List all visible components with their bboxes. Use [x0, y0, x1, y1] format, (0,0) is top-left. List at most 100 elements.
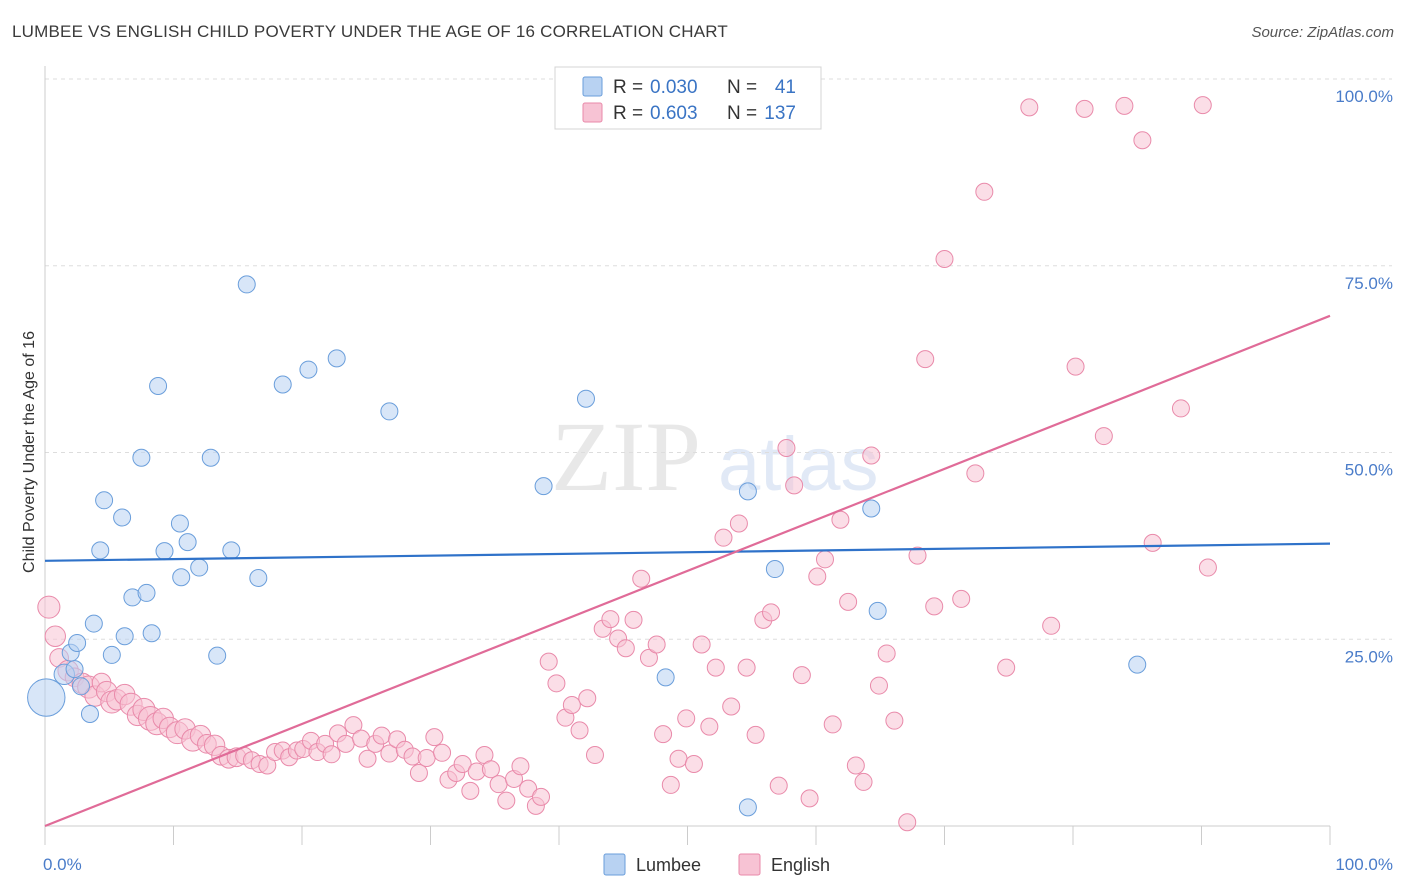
- lumbee-point: [237, 275, 256, 294]
- english-point: [336, 734, 355, 753]
- legend-n-value-english: 137: [764, 103, 796, 124]
- english-point: [997, 658, 1016, 677]
- legend-r-label-lumbee: R =: [613, 77, 643, 98]
- english-point: [769, 776, 788, 795]
- english-point: [777, 439, 796, 458]
- lumbee-point: [65, 660, 84, 679]
- english-point: [1066, 357, 1085, 376]
- lumbee-point: [534, 477, 553, 496]
- english-point: [433, 743, 452, 762]
- trendline-english: [44, 314, 1331, 828]
- legend-r-value-english: 0.603: [650, 103, 698, 124]
- lumbee-points: [27, 275, 1147, 817]
- english-point: [425, 728, 444, 747]
- lumbee-point: [68, 633, 87, 652]
- english-point: [1193, 96, 1212, 115]
- y-axis-label: Child Poverty Under the Age of 16: [21, 331, 38, 573]
- english-point: [700, 717, 719, 736]
- english-point: [1115, 96, 1134, 115]
- lumbee-point: [222, 541, 241, 560]
- lumbee-point: [155, 542, 174, 561]
- english-point: [916, 350, 935, 369]
- lumbee-point: [738, 798, 757, 817]
- chart-title: LUMBEE VS ENGLISH CHILD POVERTY UNDER TH…: [12, 22, 729, 41]
- legend-r-value-lumbee: 0.030: [650, 77, 698, 98]
- grid-layer: [45, 78, 1392, 640]
- english-point: [547, 674, 566, 693]
- y-tick-label: 50.0%: [1345, 461, 1393, 480]
- english-point: [1094, 427, 1113, 446]
- english-point: [322, 745, 341, 764]
- english-point: [1133, 131, 1152, 150]
- english-point: [624, 610, 643, 629]
- english-point: [808, 567, 827, 586]
- english-point: [800, 789, 819, 808]
- english-point: [684, 754, 703, 773]
- watermark: ZIP atlas: [551, 401, 879, 512]
- lumbee-point: [142, 624, 161, 643]
- lumbee-point: [137, 583, 156, 602]
- lumbee-point: [132, 448, 151, 467]
- lumbee-point: [113, 508, 132, 527]
- english-point: [908, 546, 927, 565]
- lumbee-point: [208, 646, 227, 665]
- legend-n-value-lumbee: 41: [775, 77, 796, 98]
- lumbee-point: [201, 448, 220, 467]
- english-point: [481, 760, 500, 779]
- english-point: [831, 510, 850, 529]
- x-tick-label-end: 100.0%: [1335, 855, 1393, 874]
- lumbee-point: [80, 704, 99, 723]
- y-tick-label: 100.0%: [1335, 87, 1393, 106]
- legend-r-label-english: R =: [613, 103, 643, 124]
- english-point: [570, 721, 589, 740]
- y-tick-label: 25.0%: [1345, 647, 1393, 666]
- legend-n-label-english: N =: [727, 103, 757, 124]
- english-point: [539, 652, 558, 671]
- lumbee-point: [738, 482, 757, 501]
- lumbee-point: [249, 568, 268, 587]
- english-point: [862, 446, 881, 465]
- english-point: [669, 749, 688, 768]
- english-point: [497, 791, 516, 810]
- lumbee-point: [102, 645, 121, 664]
- english-point: [785, 476, 804, 495]
- english-point: [966, 464, 985, 483]
- english-point: [877, 644, 896, 663]
- lumbee-point: [178, 533, 197, 552]
- bottom-legend: Lumbee English: [603, 853, 830, 876]
- english-point: [975, 182, 994, 201]
- lumbee-point: [273, 375, 292, 394]
- english-point: [714, 528, 733, 547]
- legend-swatch-lumbee: [582, 76, 603, 97]
- trendline-lumbee: [44, 542, 1331, 562]
- english-point: [632, 569, 651, 588]
- english-point: [854, 772, 873, 791]
- english-point: [815, 550, 834, 569]
- bottom-legend-label-lumbee: Lumbee: [636, 855, 701, 875]
- lumbee-point: [27, 678, 66, 717]
- english-point: [746, 725, 765, 744]
- english-point: [1075, 99, 1094, 118]
- english-point: [898, 813, 917, 832]
- english-point: [1020, 98, 1039, 117]
- legend-n-label-lumbee: N =: [727, 77, 757, 98]
- lumbee-point: [1128, 655, 1147, 674]
- english-point: [722, 697, 741, 716]
- english-point: [511, 757, 530, 776]
- tick-label-layer: 25.0% 50.0% 75.0% 100.0% 0.0% 100.0%: [43, 87, 1393, 874]
- chart-source: Source: ZipAtlas.com: [1251, 24, 1394, 41]
- lumbee-point: [172, 568, 191, 587]
- english-points: [37, 96, 1217, 832]
- english-point: [461, 781, 480, 800]
- english-point: [1171, 399, 1190, 418]
- lumbee-point: [170, 514, 189, 533]
- english-point: [1143, 533, 1162, 552]
- english-point: [762, 603, 781, 622]
- legend: R = 0.030 N = 41 R = 0.603 N = 137: [554, 66, 822, 130]
- english-point: [647, 635, 666, 654]
- watermark-zip: ZIP: [551, 401, 701, 512]
- english-point: [601, 610, 620, 629]
- english-point: [839, 592, 858, 611]
- lumbee-point: [299, 360, 318, 379]
